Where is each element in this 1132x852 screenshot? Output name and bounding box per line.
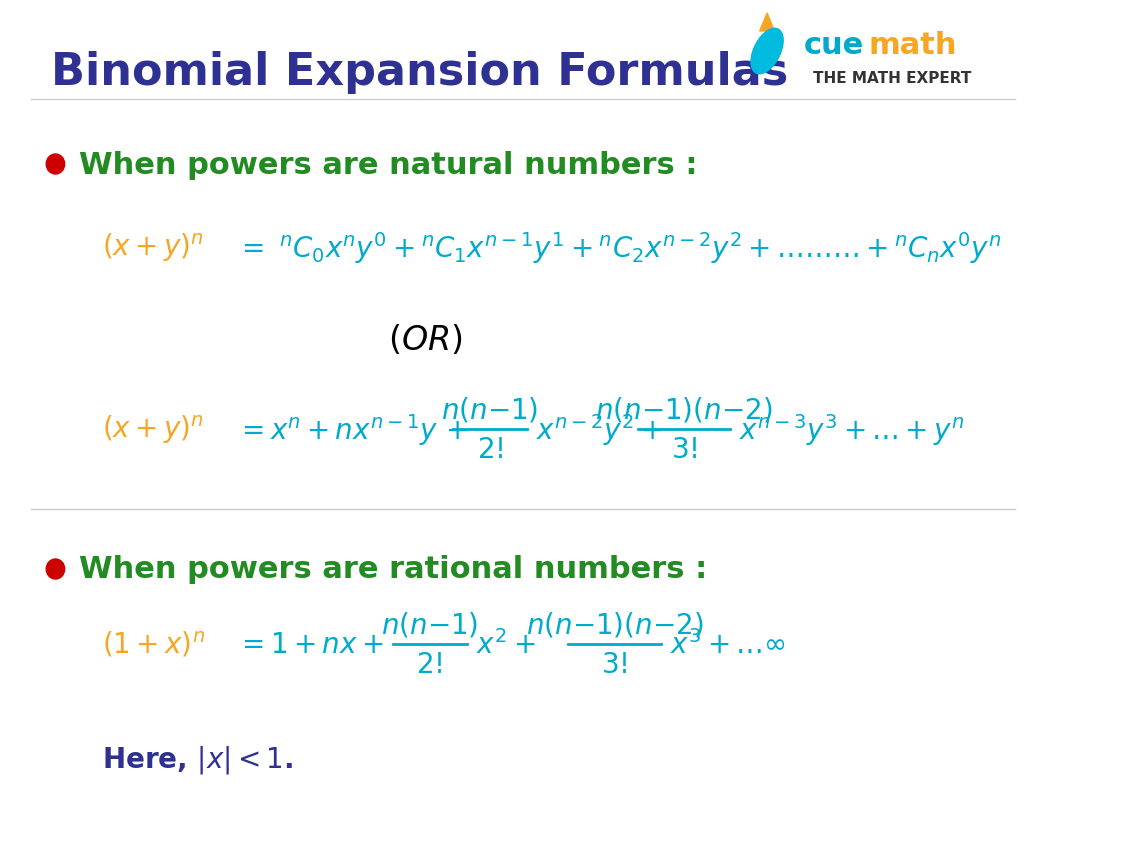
Text: $= \,\,{}^nC_0x^ny^0 + {}^nC_1x^{n-1}y^1 + {}^nC_2x^{n-2}y^2 + \ldots\ldots\ldot: $= \,\,{}^nC_0x^ny^0 + {}^nC_1x^{n-1}y^1… (235, 230, 1001, 266)
Text: $n(n{-}1)(n{-}2)$: $n(n{-}1)(n{-}2)$ (595, 395, 773, 424)
Text: $3!$: $3!$ (601, 650, 628, 678)
Text: $(x + y)^n$: $(x + y)^n$ (102, 232, 204, 264)
Text: $x^{n-3}y^3 + \ldots + y^n$: $x^{n-3}y^3 + \ldots + y^n$ (739, 412, 964, 447)
Text: When powers are natural numbers :: When powers are natural numbers : (78, 150, 697, 179)
Ellipse shape (751, 29, 783, 75)
Text: THE MATH EXPERT: THE MATH EXPERT (813, 71, 971, 85)
Text: Here, $|x| < 1$.: Here, $|x| < 1$. (102, 743, 293, 775)
Text: $(OR)$: $(OR)$ (388, 323, 463, 357)
Text: When powers are rational numbers :: When powers are rational numbers : (78, 555, 706, 584)
Text: $3!$: $3!$ (670, 435, 697, 463)
Text: $x^2 +$: $x^2 +$ (475, 630, 535, 659)
Text: $n(n{-}1)$: $n(n{-}1)$ (381, 610, 479, 639)
Circle shape (46, 155, 65, 175)
Text: $n(n{-}1)$: $n(n{-}1)$ (441, 395, 539, 424)
Text: $(x + y)^n$: $(x + y)^n$ (102, 413, 204, 446)
Text: $= x^n + nx^{n-1}y\, +\,$: $= x^n + nx^{n-1}y\, +\,$ (235, 412, 468, 447)
Text: $n(n{-}1)(n{-}2)$: $n(n{-}1)(n{-}2)$ (526, 610, 703, 639)
Circle shape (46, 560, 65, 579)
Polygon shape (760, 14, 774, 32)
Text: $2!$: $2!$ (417, 650, 443, 678)
Text: Binomial Expansion Formulas: Binomial Expansion Formulas (51, 50, 788, 94)
Text: cue: cue (804, 31, 865, 60)
Text: $x^{n-2}y^2 +$: $x^{n-2}y^2 +$ (537, 412, 662, 447)
Text: $x^3 + \ldots \infty$: $x^3 + \ldots \infty$ (670, 630, 786, 659)
Text: $(1 + x)^n$: $(1 + x)^n$ (102, 630, 205, 659)
Text: $2!$: $2!$ (477, 435, 503, 463)
Text: $= 1 + nx +$: $= 1 + nx +$ (235, 630, 384, 659)
Text: math: math (868, 31, 958, 60)
